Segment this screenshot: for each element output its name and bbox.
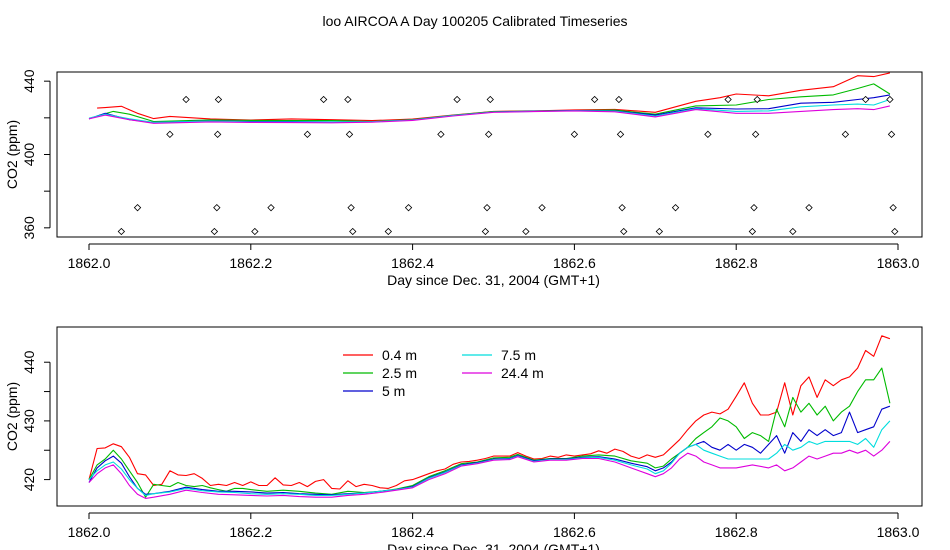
marker-point bbox=[618, 203, 626, 212]
marker-point bbox=[891, 227, 899, 236]
series-line-7-5-m bbox=[88, 420, 891, 496]
marker-point bbox=[751, 130, 760, 139]
plot-area bbox=[88, 335, 891, 499]
series-line-4 bbox=[88, 105, 891, 124]
marker-point bbox=[384, 227, 393, 236]
marker-point bbox=[887, 130, 896, 139]
y-tick-label: 440 bbox=[21, 69, 37, 93]
legend-label: 24.4 m bbox=[501, 365, 544, 381]
marker-point bbox=[620, 227, 628, 236]
legend-label: 5 m bbox=[382, 383, 405, 399]
marker-point bbox=[344, 95, 352, 104]
series-line-1 bbox=[96, 83, 891, 123]
marker-point bbox=[481, 227, 490, 236]
x-axis-title: Day since Dec. 31, 2004 (GMT+1) bbox=[387, 272, 600, 288]
marker-point bbox=[182, 95, 190, 104]
marker-point bbox=[805, 203, 813, 212]
marker-point bbox=[453, 95, 461, 104]
y-tick-label: 420 bbox=[21, 468, 37, 492]
marker-point bbox=[484, 130, 493, 139]
x-tick-label: 1862.2 bbox=[229, 524, 272, 540]
legend-label: 0.4 m bbox=[382, 347, 417, 363]
x-tick-label: 1862.8 bbox=[715, 524, 758, 540]
marker-point bbox=[437, 130, 445, 139]
marker-point bbox=[748, 227, 757, 236]
series-line-0-4-m bbox=[88, 335, 891, 490]
marker-point bbox=[590, 95, 599, 104]
x-tick-label: 1863.0 bbox=[877, 255, 920, 271]
marker-point bbox=[570, 130, 579, 139]
x-tick-label: 1862.4 bbox=[391, 524, 434, 540]
x-tick-label: 1862.0 bbox=[68, 255, 111, 271]
marker-point bbox=[750, 203, 758, 212]
x-tick-label: 1863.0 bbox=[877, 524, 920, 540]
y-tick-label: 360 bbox=[21, 216, 37, 240]
marker-point bbox=[615, 95, 623, 104]
marker-point bbox=[486, 95, 494, 104]
legend-label: 2.5 m bbox=[382, 365, 417, 381]
marker-point bbox=[861, 95, 870, 104]
marker-point bbox=[319, 95, 328, 104]
legend: 0.4 m 2.5 m 5 m 7.5 m 24.4 m bbox=[343, 347, 544, 399]
marker-point bbox=[117, 227, 126, 236]
marker-point bbox=[210, 227, 219, 236]
marker-point bbox=[886, 95, 894, 104]
y-tick-label: 400 bbox=[21, 143, 37, 167]
y-tick-label: 440 bbox=[21, 350, 37, 374]
legend-label: 7.5 m bbox=[501, 347, 536, 363]
marker-point bbox=[538, 203, 546, 212]
marker-point bbox=[213, 203, 221, 212]
marker-point bbox=[671, 203, 680, 212]
marker-point bbox=[345, 130, 354, 139]
marker-point bbox=[303, 130, 312, 139]
y-axis: 360 400 440 CO2 (ppm) bbox=[4, 69, 51, 240]
marker-point bbox=[251, 227, 259, 236]
marker-point bbox=[267, 203, 275, 212]
marker-point bbox=[349, 227, 357, 236]
y-axis-title: CO2 (ppm) bbox=[4, 382, 20, 451]
figure-title: loo AIRCOA A Day 100205 Calibrated Times… bbox=[322, 13, 627, 29]
series-line-5-m bbox=[88, 405, 891, 496]
marker-point bbox=[347, 203, 355, 212]
marker-point bbox=[616, 130, 625, 139]
marker-point bbox=[889, 203, 897, 212]
marker-point bbox=[789, 227, 797, 236]
marker-point bbox=[655, 227, 664, 236]
x-tick-label: 1862.2 bbox=[229, 255, 272, 271]
x-axis: 1862.0 1862.2 1862.4 1862.6 1862.8 1863.0 Day … bbox=[68, 512, 920, 550]
x-tick-label: 1862.0 bbox=[68, 524, 111, 540]
x-tick-label: 1862.4 bbox=[391, 255, 434, 271]
marker-point bbox=[213, 130, 222, 139]
panel-bottom-lines: 1862.0 1862.2 1862.4 1862.6 1862.8 1863.0 Day … bbox=[4, 326, 923, 550]
marker-point bbox=[704, 130, 712, 139]
marker-point bbox=[841, 130, 850, 139]
plot-frame bbox=[56, 71, 923, 238]
marker-point bbox=[483, 203, 491, 212]
series-line-2-5-m bbox=[88, 367, 891, 498]
plot-frame bbox=[56, 326, 923, 507]
x-tick-label: 1862.6 bbox=[553, 255, 596, 271]
marker-point bbox=[166, 130, 174, 139]
marker-point bbox=[214, 95, 223, 104]
marker-point bbox=[404, 203, 413, 212]
plot-area bbox=[88, 72, 899, 236]
x-axis-title: Day since Dec. 31, 2004 (GMT+1) bbox=[387, 541, 600, 550]
x-tick-label: 1862.8 bbox=[715, 255, 758, 271]
x-tick-label: 1862.6 bbox=[553, 524, 596, 540]
series-line-24-4-m bbox=[88, 441, 891, 499]
marker-point bbox=[753, 95, 761, 104]
x-axis: 1862.0 1862.2 1862.4 1862.6 1862.8 1863.0 Day … bbox=[68, 243, 920, 288]
marker-point bbox=[133, 203, 142, 212]
marker-point bbox=[522, 227, 530, 236]
panel-top-scatter: 1862.0 1862.2 1862.4 1862.6 1862.8 1863.0 Day … bbox=[4, 69, 923, 288]
y-axis-title: CO2 (ppm) bbox=[4, 120, 20, 189]
marker-point bbox=[724, 95, 732, 104]
y-tick-label: 430 bbox=[21, 409, 37, 433]
